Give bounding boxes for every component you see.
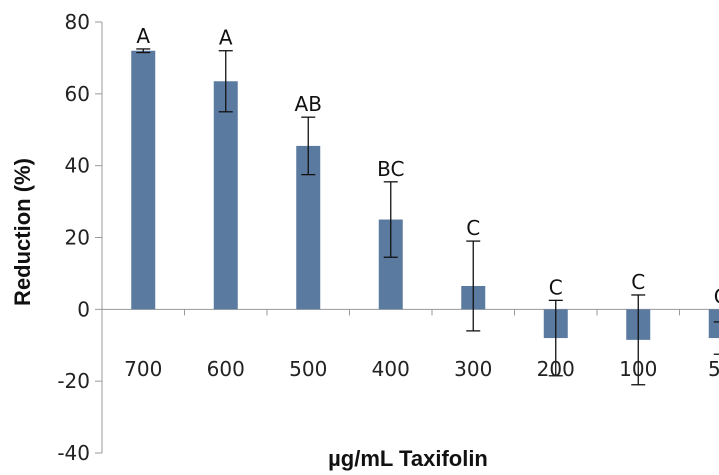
x-tick-labels: 700 600 500 400 300 200 100 50 [124,357,719,381]
significance-label: A [136,24,150,48]
bar [213,81,238,310]
significance-label: A [219,26,233,50]
bar [708,309,719,339]
x-tick-label: 200 [537,357,575,381]
x-tick-label: 100 [619,357,657,381]
y-tick-label: 0 [77,297,90,321]
y-tick-label: 20 [65,226,90,250]
x-tick-label: 600 [207,357,245,381]
x-tick-label: 300 [454,357,492,381]
y-tick-label: 40 [65,154,90,178]
significance-label: C [466,216,480,240]
x-tick-label: 700 [124,357,162,381]
significance-label: C [631,270,645,294]
y-tick-label: -40 [57,441,90,465]
x-tick-label: 400 [372,357,410,381]
bar [131,50,156,310]
significance-label: AB [295,92,322,116]
x-axis [101,308,719,316]
bars [131,50,719,340]
y-tick-label: 80 [65,10,90,34]
significance-label: C [714,284,719,308]
y-tick-label: -20 [57,369,90,393]
y-tick-label: 60 [65,82,90,106]
x-axis-title: µg/mL Taxifolin [328,446,488,471]
significance-labels: A A AB BC C C C C [136,24,719,308]
x-tick-label: 500 [289,357,327,381]
significance-label: BC [377,157,404,181]
x-tick-label: 50 [708,357,719,381]
significance-label: C [549,275,563,299]
y-axis-title: Reduction (%) [10,158,35,306]
y-axis: -40 -20 0 20 40 60 80 [57,10,103,465]
error-bars [136,48,719,386]
